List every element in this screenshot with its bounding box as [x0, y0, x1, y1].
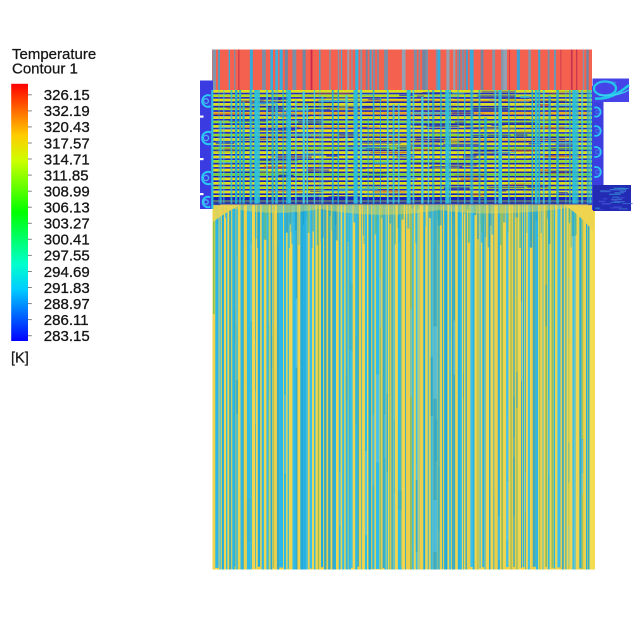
svg-text:297.55: 297.55	[44, 248, 90, 265]
svg-text:326.15: 326.15	[44, 87, 90, 104]
svg-text:283.15: 283.15	[44, 328, 90, 345]
svg-text:314.71: 314.71	[44, 151, 90, 168]
svg-text:308.99: 308.99	[44, 184, 90, 201]
svg-text:291.83: 291.83	[44, 280, 90, 297]
svg-text:317.57: 317.57	[44, 135, 90, 152]
svg-text:306.13: 306.13	[44, 200, 90, 217]
svg-text:303.27: 303.27	[44, 216, 90, 233]
svg-text:332.19: 332.19	[44, 103, 90, 120]
svg-text:294.69: 294.69	[44, 264, 90, 281]
svg-text:Contour 1: Contour 1	[12, 60, 78, 77]
svg-text:Temperature: Temperature	[12, 46, 96, 63]
svg-text:311.85: 311.85	[44, 167, 89, 184]
svg-text:288.97: 288.97	[44, 296, 90, 313]
svg-text:320.43: 320.43	[44, 119, 90, 136]
svg-text:300.41: 300.41	[44, 232, 90, 249]
svg-text:286.11: 286.11	[44, 312, 89, 329]
svg-text:[K]: [K]	[11, 351, 29, 367]
